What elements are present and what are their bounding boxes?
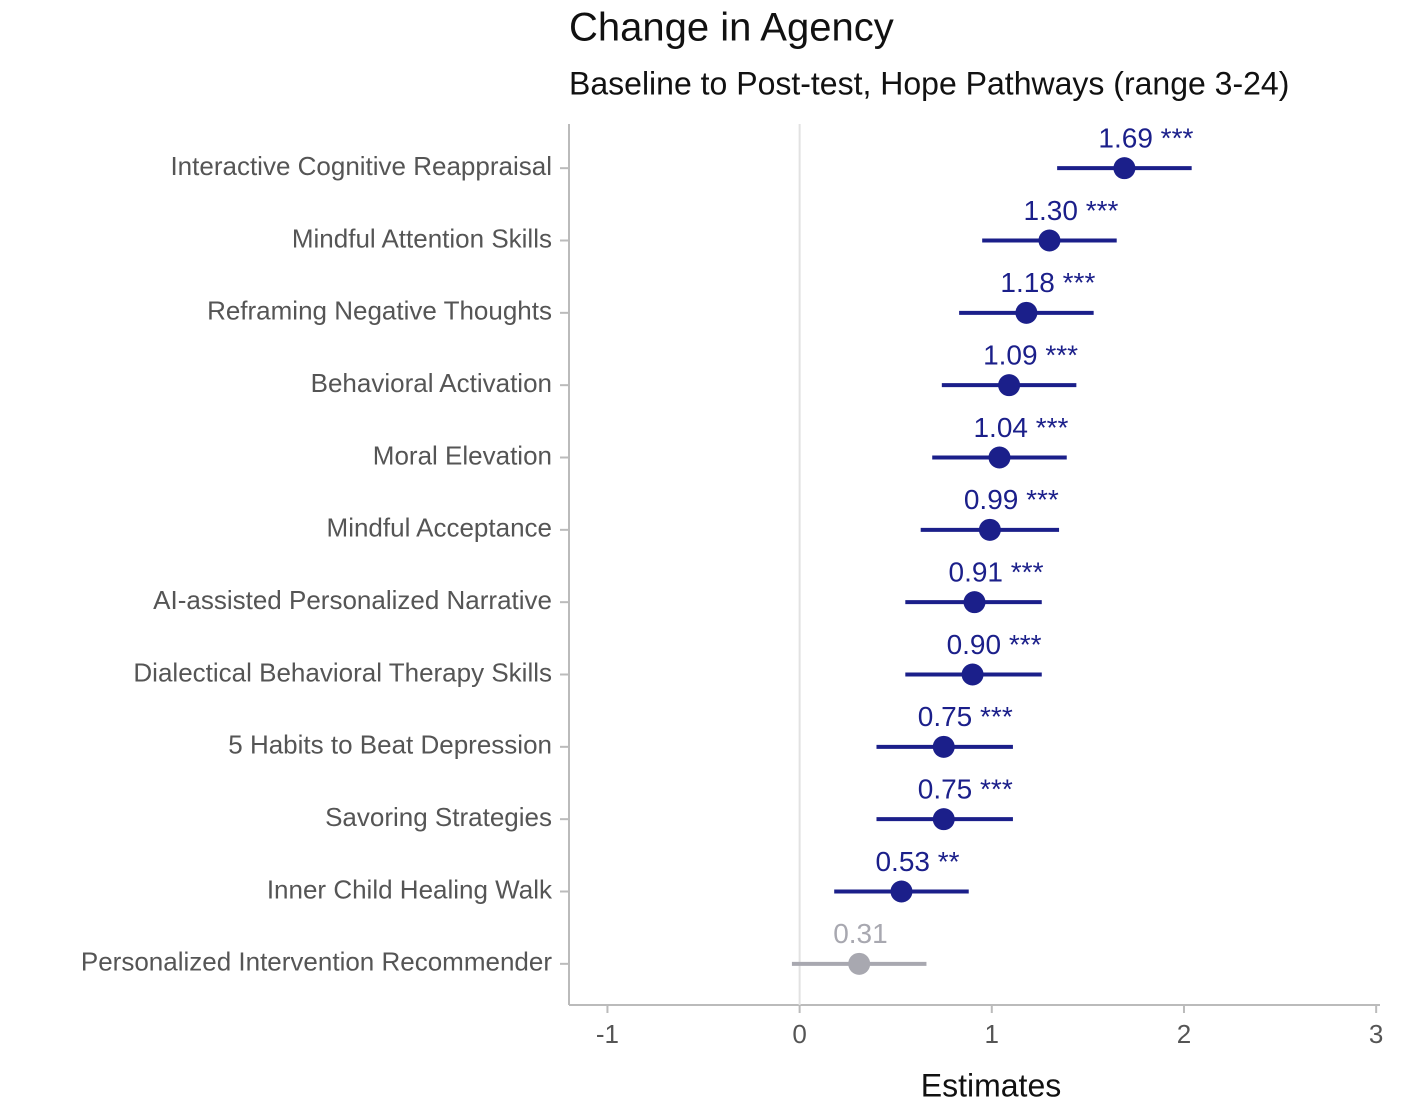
value-label: 1.18 ***: [1000, 267, 1095, 298]
x-tick-label: 2: [1177, 1019, 1191, 1049]
y-tick-label: Mindful Attention Skills: [292, 223, 552, 253]
y-tick-label: Inner Child Healing Walk: [267, 874, 553, 904]
point-estimate: [978, 518, 1001, 541]
y-tick-label: AI-assisted Personalized Narrative: [153, 585, 552, 615]
value-label: 0.90 ***: [947, 629, 1042, 660]
value-label: 1.04 ***: [973, 412, 1068, 443]
point-estimate: [998, 374, 1021, 397]
x-tick-label: 0: [792, 1019, 806, 1049]
y-tick-label: Reframing Negative Thoughts: [207, 296, 552, 326]
y-tick-label: Savoring Strategies: [325, 802, 552, 832]
point-estimate: [932, 808, 955, 831]
y-tick-label: Moral Elevation: [373, 440, 552, 470]
point-estimate: [890, 880, 913, 903]
point-estimate: [1113, 157, 1136, 180]
point-estimate: [848, 952, 871, 975]
point-estimate: [961, 663, 984, 686]
point-estimate: [1015, 301, 1038, 324]
value-label: 1.30 ***: [1023, 195, 1118, 226]
x-axis-label: Estimates: [921, 1067, 1061, 1103]
y-tick-label: Mindful Acceptance: [327, 513, 552, 543]
x-tick-label: 3: [1369, 1019, 1383, 1049]
value-label: 0.75 ***: [918, 701, 1013, 732]
x-tick-label: 1: [985, 1019, 999, 1049]
value-label: 0.99 ***: [964, 484, 1059, 515]
point-estimate: [1038, 229, 1061, 252]
value-label: 1.69 ***: [1098, 123, 1193, 154]
y-tick-label: Behavioral Activation: [311, 368, 552, 398]
point-estimate: [988, 446, 1011, 469]
y-tick-label: 5 Habits to Beat Depression: [228, 730, 552, 760]
x-tick-label: -1: [596, 1019, 619, 1049]
value-label: 0.91 ***: [949, 557, 1044, 588]
value-label: 0.75 ***: [918, 774, 1013, 805]
chart-subtitle: Baseline to Post-test, Hope Pathways (ra…: [569, 65, 1289, 101]
value-label: 0.53 **: [875, 846, 959, 877]
point-estimate: [963, 591, 986, 614]
y-tick-label: Personalized Intervention Recommender: [81, 947, 552, 977]
point-estimate: [932, 735, 955, 758]
value-label: 0.31: [833, 918, 888, 949]
y-tick-label: Interactive Cognitive Reappraisal: [170, 151, 552, 181]
y-tick-label: Dialectical Behavioral Therapy Skills: [133, 657, 552, 687]
chart-title: Change in Agency: [569, 6, 894, 50]
value-label: 1.09 ***: [983, 340, 1078, 371]
